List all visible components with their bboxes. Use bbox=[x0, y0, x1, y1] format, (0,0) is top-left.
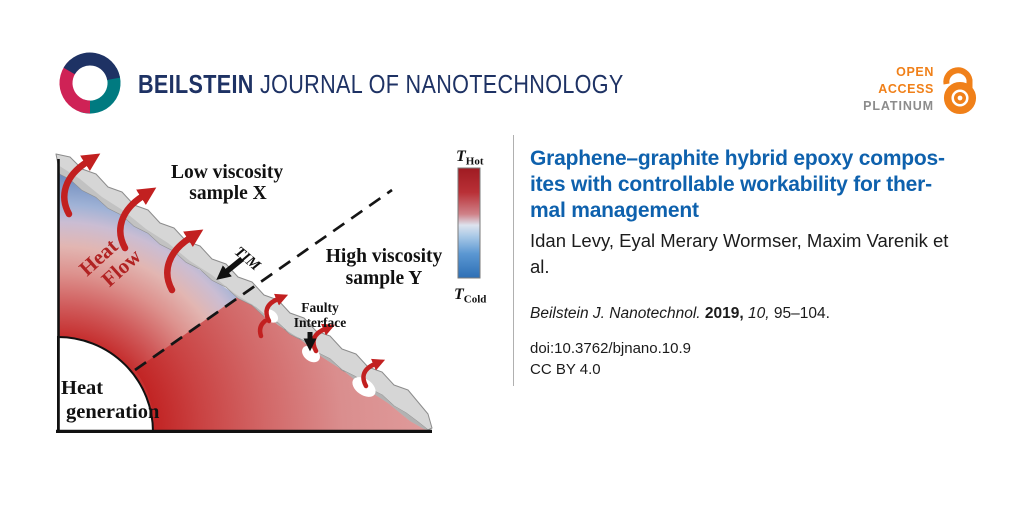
badge-access-label: ACCESS bbox=[878, 82, 934, 96]
temperature-colorbar: THot TCold bbox=[454, 148, 486, 306]
swirl-navy-arc bbox=[63, 52, 120, 80]
article-title[interactable]: Graphene–graphite hybrid epoxy compos- i… bbox=[530, 146, 990, 223]
journal-header: BEILSTEIN JOURNAL OF NANOTECHNOLOGY bbox=[57, 50, 723, 118]
label-low-viscosity: Low viscosity bbox=[171, 162, 283, 183]
article-license: CC BY 4.0 bbox=[530, 361, 601, 379]
citation-journal: Beilstein J. Nanotechnol. bbox=[530, 305, 701, 323]
graphical-abstract: Low viscosity sample X High viscosity sa… bbox=[50, 140, 510, 450]
label-sample-x: sample X bbox=[189, 183, 266, 204]
heat-flow-arrows bbox=[61, 153, 204, 294]
authors-line: Idan Levy, Eyal Merary Wormser, Maxim Va… bbox=[530, 230, 949, 252]
heat-source bbox=[57, 335, 155, 433]
badge-platinum-label: PLATINUM bbox=[863, 99, 934, 113]
open-access-lock-icon bbox=[941, 64, 979, 120]
label-tim: TIM bbox=[231, 244, 263, 275]
authors-line: al. bbox=[530, 256, 550, 278]
article-title-line[interactable]: ites with controllable workability for t… bbox=[530, 172, 932, 196]
journal-title: BEILSTEIN JOURNAL OF NANOTECHNOLOGY bbox=[138, 68, 624, 99]
article-authors: Idan Levy, Eyal Merary Wormser, Maxim Va… bbox=[530, 228, 990, 280]
article-info: Graphene–graphite hybrid epoxy compos- i… bbox=[530, 146, 990, 380]
open-access-badge: OPEN ACCESS PLATINUM bbox=[858, 64, 979, 120]
label-interface: Interface bbox=[294, 315, 346, 330]
dashed-interface-line bbox=[134, 188, 393, 372]
article-title-line[interactable]: Graphene–graphite hybrid epoxy compos- bbox=[530, 147, 945, 170]
badge-open-label: OPEN bbox=[896, 65, 934, 79]
article-title-line[interactable]: mal management bbox=[530, 198, 699, 222]
citation-volume: 10, bbox=[748, 305, 770, 323]
label-faulty: Faulty bbox=[301, 300, 339, 315]
label-t-hot: THot bbox=[456, 148, 484, 168]
article-citation: Beilstein J. Nanotechnol. 2019, 10, 95–1… bbox=[530, 304, 990, 324]
label-t-cold: TCold bbox=[454, 286, 486, 306]
label-high-viscosity: High viscosity bbox=[326, 246, 443, 267]
article-doi: doi:10.3762/bjnano.10.9 bbox=[530, 340, 691, 358]
label-heat-generation-1: Heat bbox=[61, 377, 103, 399]
vertical-divider bbox=[513, 135, 514, 386]
tim-pointer-arrow bbox=[216, 256, 244, 280]
citation-pages: 95–104. bbox=[773, 305, 830, 323]
citation-year: 2019, bbox=[704, 305, 744, 323]
sample-y-region bbox=[135, 288, 430, 432]
beilstein-swirl-logo-icon bbox=[57, 48, 123, 121]
label-sample-y: sample Y bbox=[346, 268, 423, 289]
label-heat-generation-2: generation bbox=[66, 401, 160, 423]
